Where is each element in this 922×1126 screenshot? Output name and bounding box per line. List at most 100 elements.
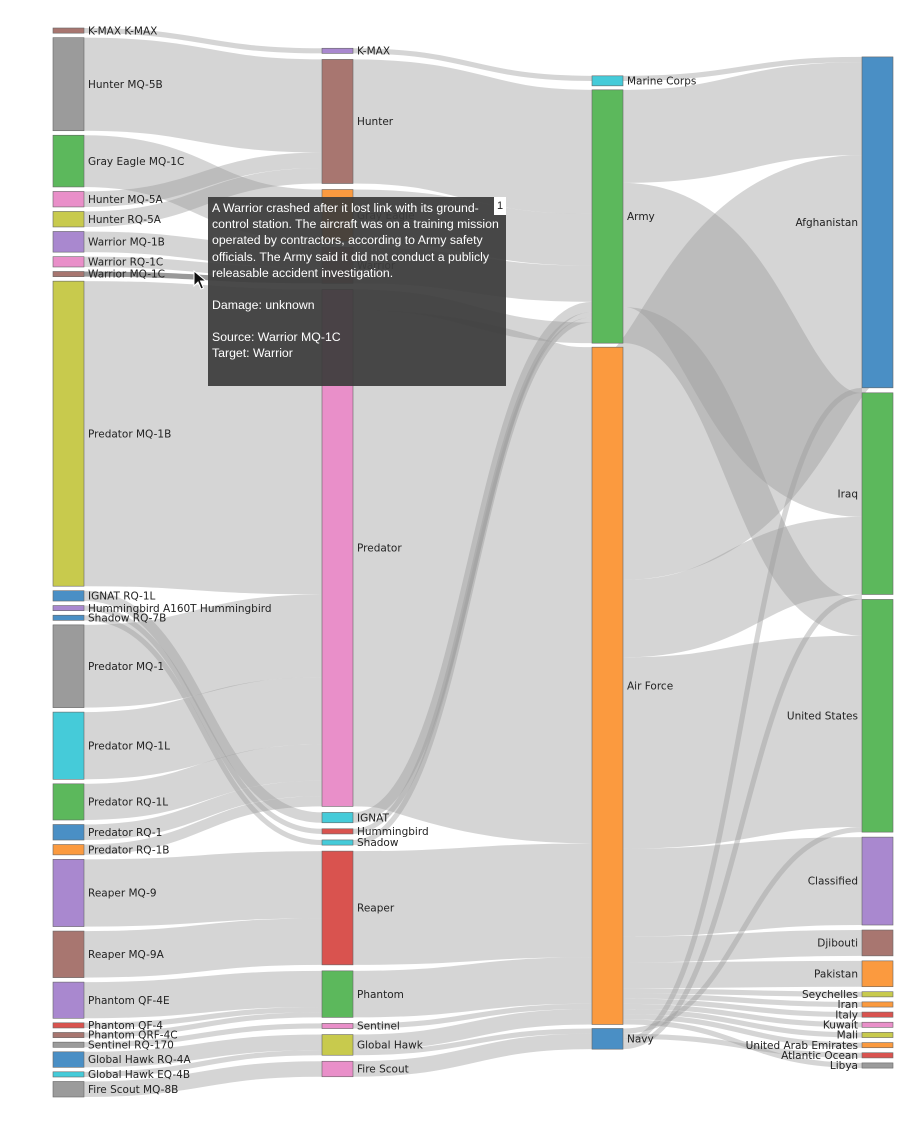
node-hunter-mq5a[interactable] bbox=[52, 191, 85, 208]
node-airforce[interactable] bbox=[591, 346, 624, 1025]
node-predator-mq1l[interactable] bbox=[52, 711, 85, 780]
link-army-to-us[interactable] bbox=[621, 306, 864, 636]
link-phantom-to-airforce[interactable] bbox=[352, 957, 593, 1018]
node-navy[interactable] bbox=[591, 1028, 624, 1050]
node-globalhawk-rq4a[interactable] bbox=[52, 1051, 85, 1068]
link-shadow-to-army[interactable] bbox=[352, 317, 593, 846]
link-sentinel-to-airforce[interactable] bbox=[352, 1003, 593, 1029]
node-phantom-qrf4c[interactable] bbox=[52, 1032, 85, 1038]
node-ignat[interactable] bbox=[321, 812, 354, 824]
link-airforce-to-mali[interactable] bbox=[622, 1008, 863, 1038]
node-ignat-rq1l[interactable] bbox=[52, 590, 85, 602]
link-predator-rq1b-to-predator[interactable] bbox=[83, 796, 323, 855]
link-ignat-rq1l-to-ignat[interactable] bbox=[83, 590, 323, 823]
link-phantom-qf4e-to-phantom[interactable] bbox=[83, 970, 323, 1019]
node-seychelles[interactable] bbox=[861, 991, 894, 998]
node-iran[interactable] bbox=[861, 1001, 894, 1008]
link-phantom-qf4-to-phantom[interactable] bbox=[83, 1007, 323, 1028]
link-predator-rq1-to-predator[interactable] bbox=[83, 780, 323, 841]
node-hunter[interactable] bbox=[321, 59, 354, 184]
link-sentinel-rq170-to-sentinel[interactable] bbox=[83, 1023, 323, 1048]
node-globalhawk[interactable] bbox=[321, 1034, 354, 1056]
link-navy-to-afghanistan[interactable] bbox=[622, 387, 863, 1044]
node-kuwait[interactable] bbox=[861, 1021, 894, 1028]
link-reaper-to-airforce[interactable] bbox=[352, 843, 593, 965]
link-marines-to-afghanistan[interactable] bbox=[622, 56, 863, 82]
link-reaper-mq9a-to-reaper[interactable] bbox=[83, 918, 323, 978]
link-firescout-to-navy[interactable] bbox=[352, 1033, 593, 1077]
node-grayeagle-mq1c[interactable] bbox=[52, 134, 85, 188]
link-airforce-to-pakistan[interactable] bbox=[622, 960, 863, 989]
node-globalhawk-eq4b[interactable] bbox=[52, 1071, 85, 1078]
link-hummingbird-to-hummingbird-a[interactable] bbox=[83, 605, 323, 834]
link-navy-to-us[interactable] bbox=[622, 826, 863, 1034]
link-predator-mq1b-to-predator[interactable] bbox=[83, 281, 323, 595]
node-firescout[interactable] bbox=[321, 1060, 354, 1078]
node-hunter-mq5b[interactable] bbox=[52, 37, 85, 132]
link-airforce-to-afghanistan[interactable] bbox=[606, 155, 879, 580]
link-reaper-mq9-to-reaper[interactable] bbox=[83, 851, 323, 927]
node-warrior-mq1c[interactable] bbox=[52, 271, 85, 277]
link-airforce-to-libya[interactable] bbox=[622, 1019, 863, 1069]
link-shadow-rq7b-to-shadow[interactable] bbox=[83, 615, 323, 846]
node-warrior-mq1b[interactable] bbox=[52, 231, 85, 253]
node-predator-mq1b[interactable] bbox=[52, 280, 85, 587]
link-firescout-mq8b-to-firescout[interactable] bbox=[83, 1061, 323, 1097]
node-predator-rq1[interactable] bbox=[52, 824, 85, 841]
link-globalhawk-to-airforce[interactable] bbox=[352, 1008, 593, 1051]
node-hummingbird[interactable] bbox=[52, 605, 85, 612]
node-iraq[interactable] bbox=[861, 392, 894, 595]
node-mali[interactable] bbox=[861, 1032, 894, 1038]
link-hunter-mq5b-to-hunter[interactable] bbox=[83, 37, 323, 153]
node-marines[interactable] bbox=[591, 75, 624, 87]
node-army[interactable] bbox=[591, 89, 624, 344]
link-navy-to-atlantic[interactable] bbox=[622, 1033, 863, 1058]
node-predator-mq1[interactable] bbox=[52, 624, 85, 708]
link-globalhawk-eq4b-to-globalhawk[interactable] bbox=[83, 1050, 323, 1077]
link-airforce-to-classified[interactable] bbox=[622, 837, 863, 937]
link-airforce-to-kuwait[interactable] bbox=[622, 1003, 863, 1028]
node-warrior-rq1c[interactable] bbox=[52, 256, 85, 268]
node-reaper-mq9[interactable] bbox=[52, 859, 85, 927]
link-hunter-rq5a-to-hunter[interactable] bbox=[83, 167, 323, 227]
link-globalhawk-rq4a-to-globalhawk[interactable] bbox=[83, 1034, 323, 1068]
link-globalhawk-to-navy[interactable] bbox=[352, 1028, 593, 1056]
node-uae[interactable] bbox=[861, 1042, 894, 1049]
link-airforce-to-iran[interactable] bbox=[622, 993, 863, 1008]
link-ignat-to-army[interactable] bbox=[352, 301, 593, 823]
node-hunter-rq5a[interactable] bbox=[52, 211, 85, 228]
node-phantom[interactable] bbox=[321, 970, 354, 1018]
link-army-to-iraq[interactable] bbox=[618, 182, 867, 517]
node-atlantic[interactable] bbox=[861, 1052, 894, 1059]
link-hunter-mq5a-to-hunter[interactable] bbox=[83, 152, 323, 207]
link-predator-to-airforce[interactable] bbox=[348, 310, 597, 844]
link-predator-mq1-to-predator[interactable] bbox=[83, 594, 323, 708]
node-libya[interactable] bbox=[861, 1062, 894, 1069]
link-airforce-to-italy[interactable] bbox=[622, 998, 863, 1018]
node-kmax-kmax[interactable] bbox=[52, 27, 85, 34]
node-phantom-qf4[interactable] bbox=[52, 1022, 85, 1029]
link-phantom-qrf4c-to-phantom[interactable] bbox=[83, 1012, 323, 1038]
node-afghanistan[interactable] bbox=[861, 56, 894, 389]
link-kmax-kmax-to-kmax[interactable] bbox=[83, 27, 323, 54]
node-shadow-rq7b[interactable] bbox=[52, 614, 85, 621]
link-predator-rq1l-to-predator[interactable] bbox=[83, 744, 323, 821]
link-kmax-to-marines[interactable] bbox=[352, 48, 593, 82]
link-navy-to-iraq[interactable] bbox=[622, 594, 863, 1050]
link-airforce-to-uae[interactable] bbox=[622, 1014, 863, 1048]
node-italy[interactable] bbox=[861, 1011, 894, 1018]
node-predator-rq1b[interactable] bbox=[52, 844, 85, 856]
node-us[interactable] bbox=[861, 599, 894, 833]
node-reaper-mq9a[interactable] bbox=[52, 930, 85, 978]
node-shadow[interactable] bbox=[321, 839, 354, 846]
node-reaper[interactable] bbox=[321, 850, 354, 966]
link-hummingbird-a-to-army[interactable] bbox=[352, 312, 593, 834]
node-firescout-mq8b[interactable] bbox=[52, 1081, 85, 1098]
link-airforce-to-djibouti[interactable] bbox=[622, 930, 863, 963]
link-airforce-to-iraq[interactable] bbox=[622, 516, 863, 658]
node-phantom-qf4e[interactable] bbox=[52, 981, 85, 1019]
node-classified[interactable] bbox=[861, 836, 894, 926]
link-airforce-to-seychelles[interactable] bbox=[622, 988, 863, 997]
link-army-to-afghanistan[interactable] bbox=[622, 62, 863, 183]
node-kmax[interactable] bbox=[321, 47, 354, 54]
